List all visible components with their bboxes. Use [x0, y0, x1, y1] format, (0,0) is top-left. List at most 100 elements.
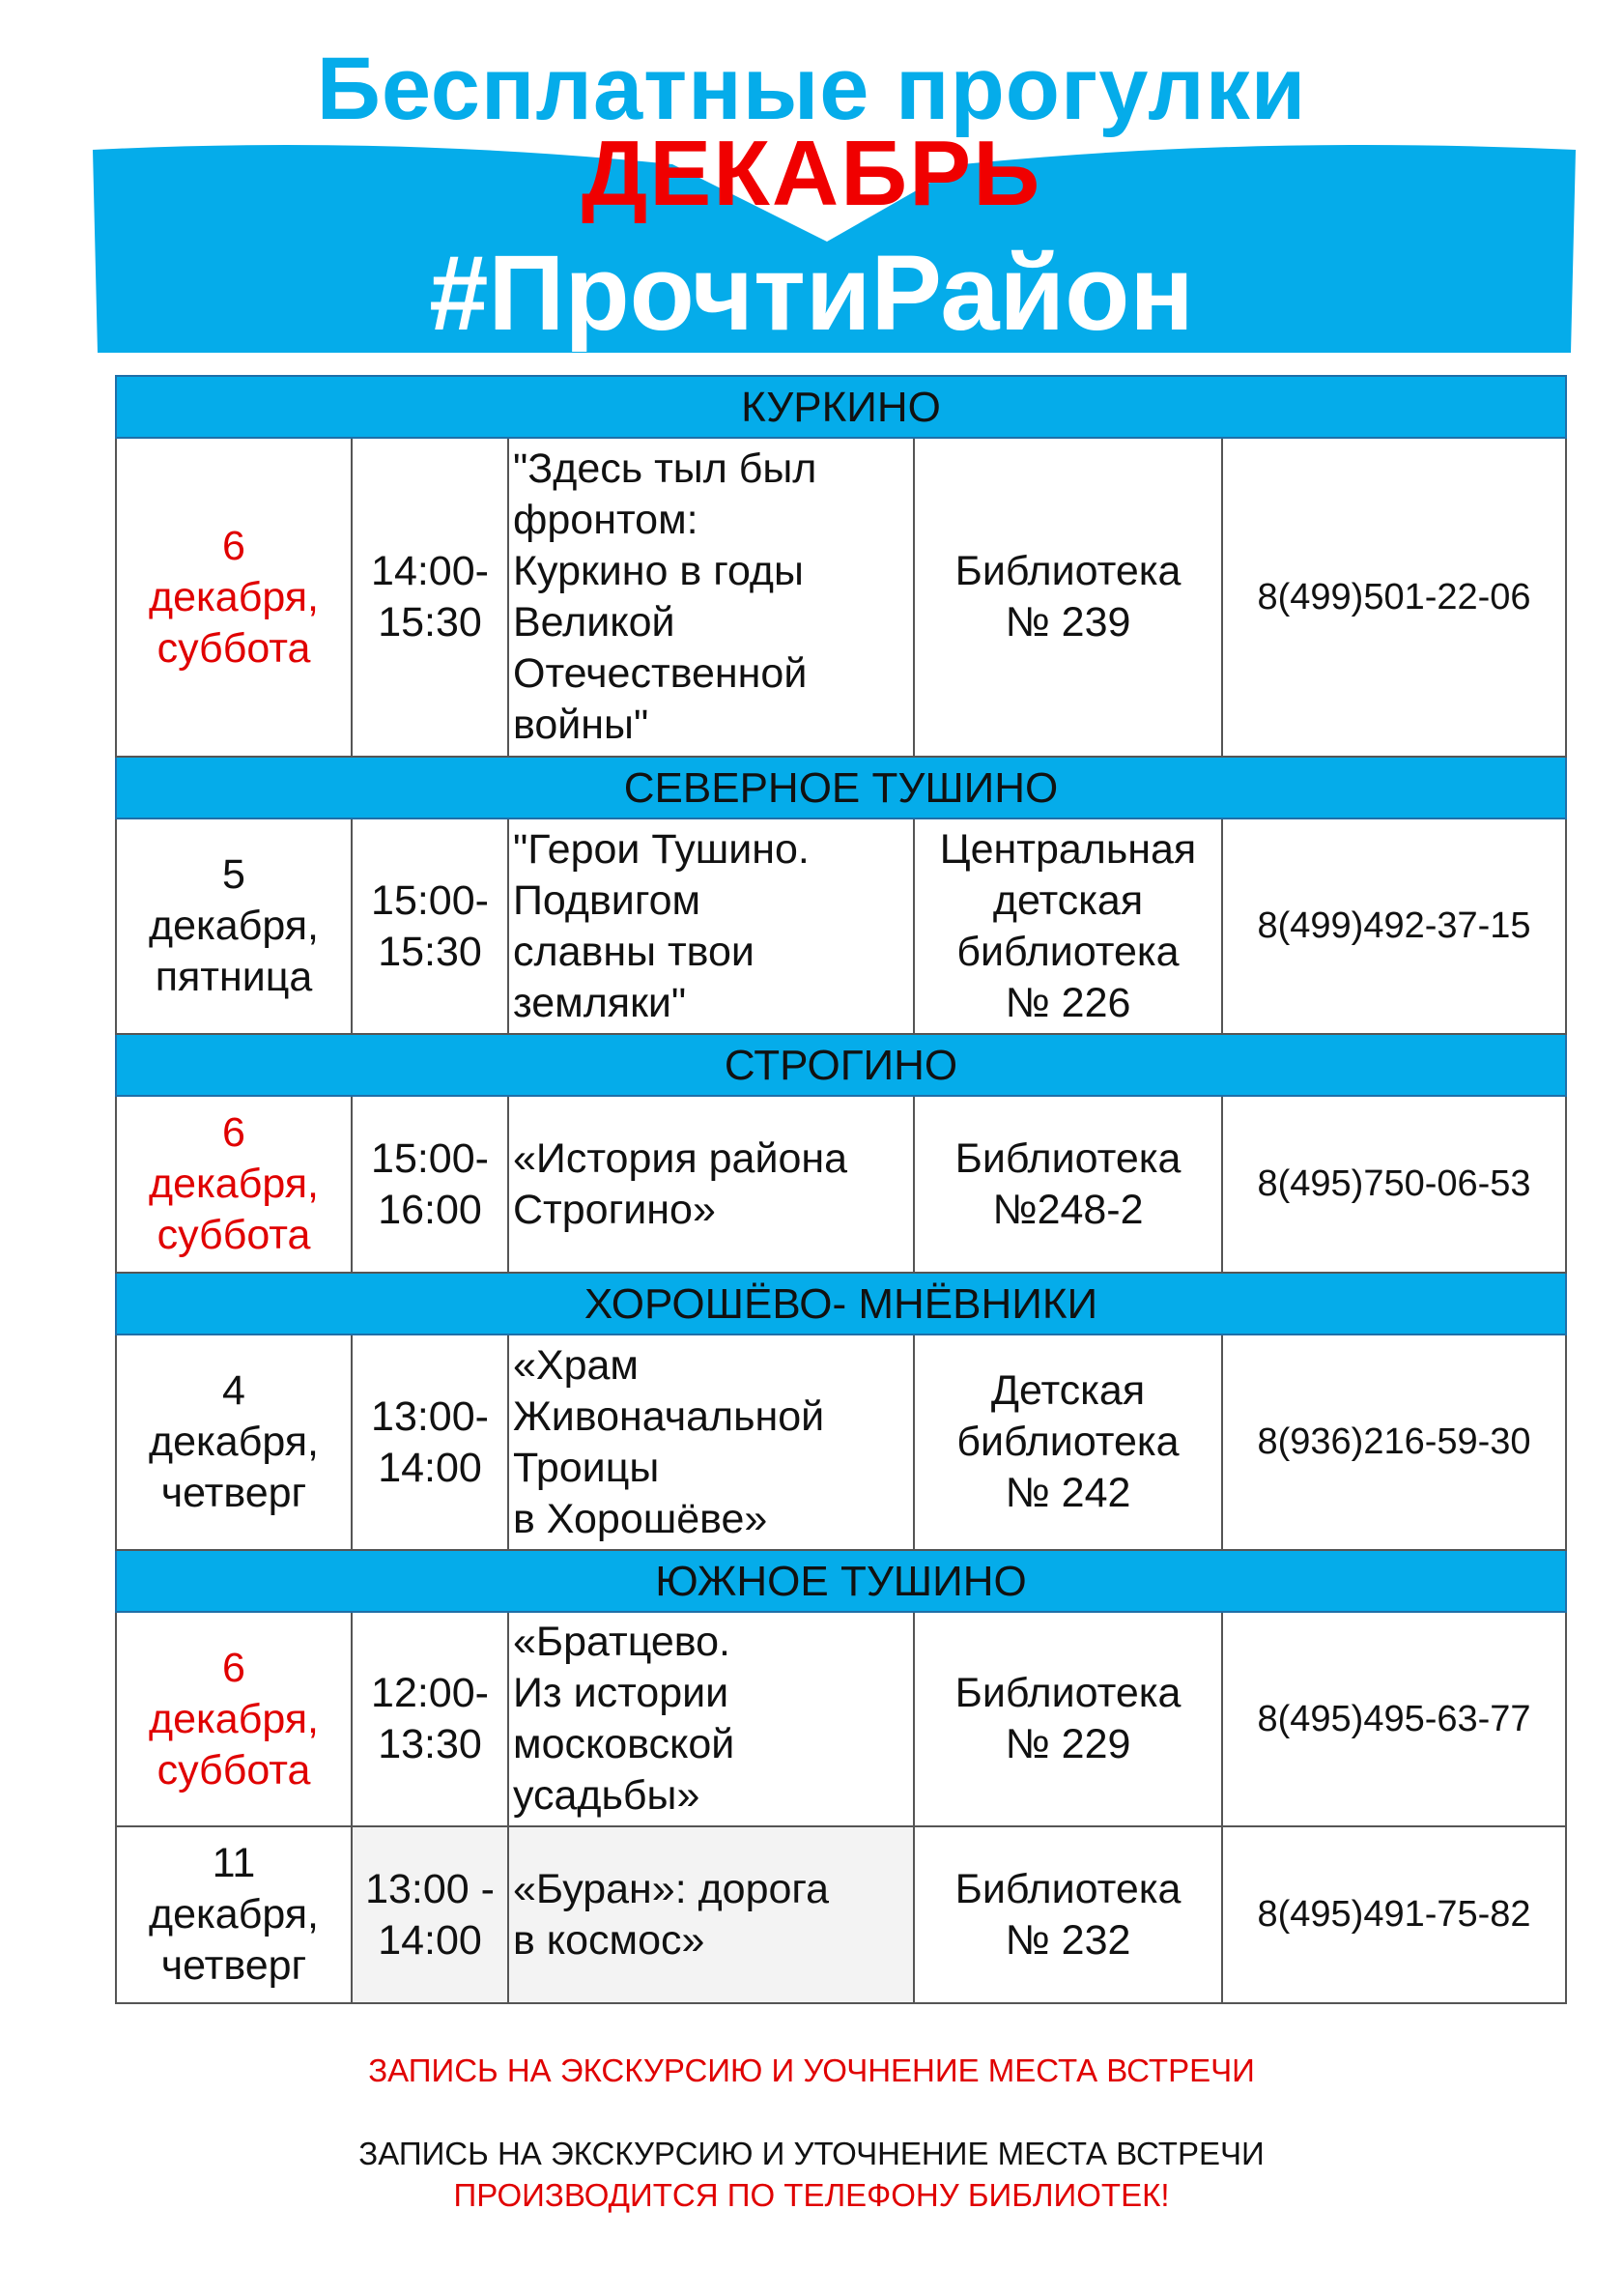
event-topic-line: славны твои	[513, 928, 755, 975]
event-place-line: № 232	[1005, 1916, 1131, 1964]
event-date-line: 6	[222, 522, 245, 569]
event-place: Библиотека № 229	[913, 1611, 1223, 1827]
footer-note-red-2: ПРОИЗВОДИТСЯ ПО ТЕЛЕФОНУ БИБЛИОТЕК!	[453, 2177, 1170, 2213]
event-date: 11 декабря, четверг	[115, 1825, 353, 2004]
district-header: СТРОГИНО	[114, 1033, 1568, 1097]
event-phone: 8(499)501-22-06	[1220, 437, 1568, 758]
event-date: 5 декабря, пятница	[115, 818, 353, 1035]
event-place-line: Библиотека	[954, 1134, 1182, 1182]
event-date-line: декабря,	[149, 573, 319, 620]
event-phone: 8(936)216-59-30	[1220, 1334, 1568, 1551]
event-place: Детская библиотека № 242	[913, 1334, 1223, 1551]
event-time-line: 15:30	[378, 928, 482, 975]
event-time-line: 13:00 -	[365, 1865, 495, 1912]
event-row: 5 декабря, пятница 15:00- 15:30 "Герои Тушино…	[115, 818, 1568, 1035]
event-place: Библиотека № 232	[913, 1825, 1223, 2004]
event-time-line: 14:00	[378, 1916, 482, 1964]
event-topic-line: в космос»	[513, 1916, 705, 1964]
event-time-line: 12:00-	[371, 1670, 489, 1716]
event-date-line: 11	[212, 1840, 256, 1886]
event-topic-line: "Герои Тушино.	[513, 825, 810, 873]
district-header: СЕВЕРНОЕ ТУШИНО	[114, 756, 1568, 819]
event-topic-line: «Храм	[513, 1341, 639, 1389]
month-title: ДЕКАБРЬ	[581, 122, 1042, 225]
schedule-table: КУРКИНО 6 декабря, суббота 14:00- 15:30 "Здесь…	[114, 375, 1568, 2004]
hashtag-title: #ПрочтиРайон	[429, 234, 1194, 353]
event-time: 12:00- 13:30	[351, 1611, 509, 1827]
district-name: СТРОГИНО	[114, 1033, 1568, 1097]
event-topic-line: в Хорошёве»	[513, 1495, 768, 1542]
event-time-line: 15:30	[378, 599, 482, 646]
event-place-line: Библиотека	[954, 1865, 1182, 1912]
event-date-line: декабря,	[149, 1419, 319, 1465]
event-date-line: 6	[222, 1644, 245, 1691]
header-banner	[93, 145, 1576, 353]
event-time-line: 14:00	[378, 1444, 482, 1491]
district-name: ХОРОШЁВО- МНЁВНИКИ	[114, 1272, 1568, 1335]
event-time-line: 13:00-	[371, 1392, 489, 1440]
event-date: 6 декабря, суббота	[115, 437, 353, 758]
event-phone: 8(495)495-63-77	[1220, 1611, 1568, 1827]
event-time-line: 16:00	[378, 1186, 482, 1233]
event-time-line: 13:30	[378, 1721, 482, 1767]
event-topic-line: фронтом:	[513, 497, 698, 543]
event-place-line: № 229	[1005, 1721, 1131, 1767]
event-place-line: № 242	[1005, 1470, 1131, 1516]
district-name: КУРКИНО	[114, 375, 1568, 439]
event-topic-line: усадьбы»	[513, 1772, 700, 1819]
event-place-line: библиотека	[956, 928, 1180, 975]
event-topic-line: войны"	[513, 702, 649, 748]
event-date-line: суббота	[157, 1212, 311, 1258]
event-time-line: 15:00-	[371, 1134, 489, 1182]
event-topic-line: «Буран»: дорога	[513, 1865, 830, 1912]
event-date-line: четверг	[160, 1470, 307, 1516]
event-place-line: детская	[992, 876, 1144, 924]
district-header: ХОРОШЁВО- МНЁВНИКИ	[114, 1272, 1568, 1335]
event-row: 11 декабря, четверг 13:00 -14:00 «Буран»: д…	[115, 1825, 1568, 2004]
event-topic-line: Подвигом	[513, 876, 701, 924]
event-row: 6 декабря, суббота 15:00- 16:00 «История райо…	[115, 1095, 1568, 1274]
event-phone: 8(495)491-75-82	[1220, 1825, 1568, 2004]
event-topic-line: Троицы	[513, 1444, 660, 1491]
event-date-line: декабря,	[149, 1695, 319, 1742]
event-date-line: суббота	[157, 624, 311, 672]
event-topic: «История района Строгино»	[507, 1095, 915, 1274]
footer-note-black: ЗАПИСЬ НА ЭКСКУРСИЮ И УТОЧНЕНИЕ МЕСТА ВС…	[358, 2136, 1265, 2171]
event-topic: «Буран»: дорога в космос»	[507, 1825, 915, 2004]
event-date-line: декабря,	[149, 1891, 319, 1937]
event-date-line: суббота	[157, 1746, 311, 1794]
event-time-line: 15:00-	[371, 876, 489, 924]
event-topic-line: Из истории	[513, 1670, 729, 1716]
event-topic-line: Живоначальной	[513, 1392, 825, 1440]
event-topic-line: "Здесь тыл был	[513, 445, 817, 492]
event-date: 4 декабря, четверг	[115, 1334, 353, 1551]
event-place: Библиотека № 239	[913, 437, 1223, 758]
event-date: 6 декабря, суббота	[115, 1611, 353, 1827]
poster-title: Бесплатные прогулки	[316, 40, 1307, 138]
event-date-line: декабря,	[149, 903, 319, 949]
district-header: ЮЖНОЕ ТУШИНО	[114, 1549, 1568, 1613]
event-place-line: № 226	[1005, 979, 1131, 1026]
event-topic: «Храм Живоначальной Троицы в Хорошёве»	[507, 1334, 915, 1551]
event-date-line: четверг	[160, 1942, 307, 1989]
event-phone: 8(495)750-06-53	[1220, 1095, 1568, 1274]
event-date-line: 4	[222, 1367, 245, 1414]
event-row: 6 декабря, суббота 12:00- 13:30 «Братцево. Из …	[115, 1611, 1568, 1827]
event-topic-line: «История района	[513, 1134, 848, 1182]
event-time: 15:00- 15:30	[351, 818, 509, 1035]
event-topic-line: Великой	[513, 599, 675, 646]
event-topic-line: Куркино в годы	[513, 548, 804, 594]
event-date-line: декабря,	[149, 1161, 319, 1207]
event-topic-line: Отечественной	[513, 650, 808, 697]
footer-note-red: ЗАПИСЬ НА ЭКСКУРСИЮ И УОЧНЕНИЕ МЕСТА ВСТ…	[368, 2052, 1255, 2088]
event-date: 6 декабря, суббота	[115, 1095, 353, 1274]
event-topic-line: Строгино»	[513, 1186, 716, 1233]
event-place-line: №248-2	[992, 1186, 1144, 1233]
event-time: 14:00- 15:30	[351, 437, 509, 758]
district-name: ЮЖНОЕ ТУШИНО	[114, 1549, 1568, 1613]
event-place-line: № 239	[1005, 599, 1131, 646]
event-time-line: 14:00-	[371, 548, 489, 594]
event-place-line: Центральная	[939, 825, 1197, 873]
district-header: КУРКИНО	[114, 375, 1568, 439]
event-topic: "Герои Тушино. Подвигом славны твои земляки…	[507, 818, 915, 1035]
